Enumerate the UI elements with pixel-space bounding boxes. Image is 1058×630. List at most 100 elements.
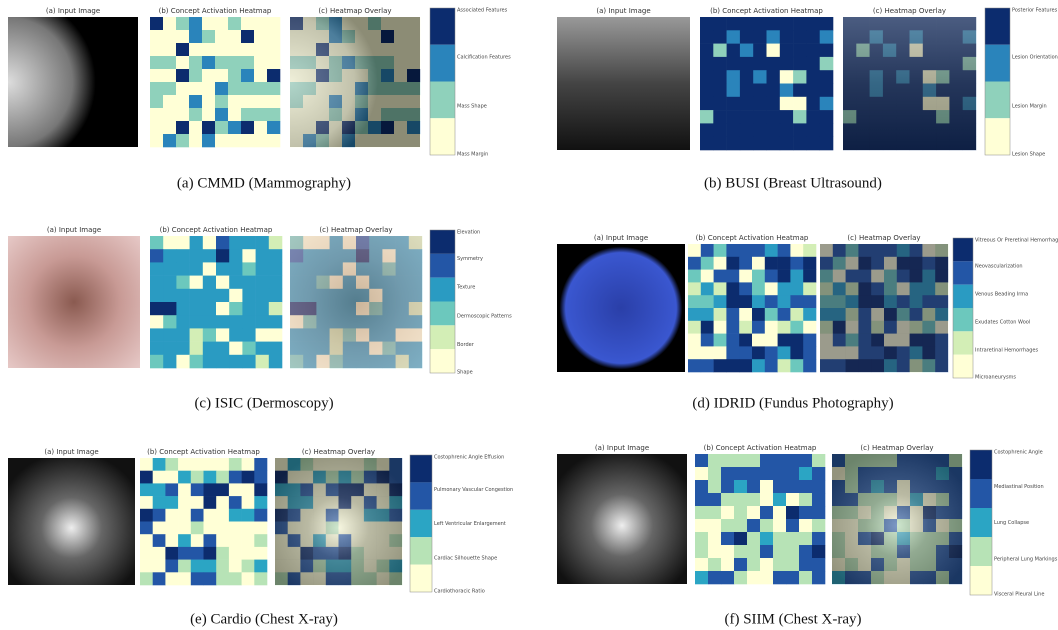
- overlay-cell: [896, 44, 910, 58]
- overlay-cell: [355, 56, 368, 69]
- overlay-cell: [870, 137, 884, 151]
- heatmap-cell: [714, 295, 727, 308]
- overlay-cell: [342, 95, 355, 108]
- colorbar-segment: [410, 565, 432, 592]
- heatmap-cell: [178, 458, 191, 471]
- overlay-cell: [355, 43, 368, 56]
- fundus: [560, 247, 683, 370]
- overlay-cell: [351, 471, 364, 484]
- concept-label: Left Ventricular Enlargement: [434, 521, 506, 527]
- overlay-cell: [870, 84, 884, 98]
- heatmap: [700, 17, 833, 150]
- overlay-cell: [290, 17, 303, 30]
- heatmap-cell: [780, 123, 794, 137]
- heatmap: [150, 17, 280, 147]
- overlay-cell: [303, 82, 316, 95]
- heatmap-cell: [202, 17, 215, 30]
- overlay-cell: [910, 346, 923, 359]
- heatmap-cell: [176, 17, 189, 30]
- heatmap-cell: [765, 321, 778, 334]
- overlay-cell: [963, 44, 977, 58]
- overlay-cell: [858, 321, 871, 334]
- overlay-cell: [290, 328, 304, 342]
- overlay-cell: [409, 289, 423, 303]
- heatmap-cell: [721, 493, 734, 506]
- heatmap-cell: [269, 302, 283, 316]
- overlay-cell: [871, 467, 884, 480]
- heatmap-cell: [163, 289, 177, 303]
- heatmap-cell: [790, 270, 803, 283]
- heatmap-cell: [765, 282, 778, 295]
- heatmap-cell: [780, 17, 794, 31]
- heatmap-cell: [767, 84, 781, 98]
- heatmap-cell: [708, 558, 721, 571]
- heatmap-cell: [191, 496, 204, 509]
- heatmap-cell: [153, 522, 166, 535]
- overlay-cell: [396, 289, 410, 303]
- heatmap-cell: [229, 471, 242, 484]
- overlay-cell: [871, 571, 884, 584]
- overlay-cell: [409, 355, 423, 369]
- overlay-cell: [820, 334, 833, 347]
- heatmap-cell: [760, 480, 773, 493]
- heatmap-cell: [713, 137, 727, 151]
- overlay-cell: [949, 493, 962, 506]
- overlay-cell: [329, 82, 342, 95]
- heatmap-cell: [765, 334, 778, 347]
- overlay-cell: [963, 123, 977, 137]
- overlay-cell: [288, 471, 301, 484]
- overlay-cell: [351, 496, 364, 509]
- heatmap-cell: [773, 480, 786, 493]
- heatmap-cell: [773, 493, 786, 506]
- heatmap-cell: [228, 134, 241, 147]
- heatmap-cell: [216, 355, 230, 369]
- heatmap-cell: [688, 282, 701, 295]
- heatmap-cell: [228, 95, 241, 108]
- overlay-cell: [884, 506, 897, 519]
- overlay-cell: [897, 346, 910, 359]
- heatmap-cell: [701, 321, 714, 334]
- overlay-cell: [364, 458, 377, 471]
- heatmap-cell: [714, 359, 727, 372]
- overlay-cell: [369, 289, 383, 303]
- heatmap-cell: [790, 295, 803, 308]
- overlay-cell: [846, 321, 859, 334]
- concept-label: Mass Margin: [457, 152, 488, 158]
- heatmap-cell: [701, 346, 714, 359]
- heatmap-cell: [701, 334, 714, 347]
- heatmap-cell: [267, 108, 280, 121]
- overlay-cell: [369, 249, 383, 263]
- heatmap-cell: [242, 236, 256, 250]
- heatmap-cell: [790, 257, 803, 270]
- overlay-cell: [326, 471, 339, 484]
- heatmap-cell: [713, 110, 727, 124]
- heatmap-cell: [799, 493, 812, 506]
- overlay-cell: [369, 276, 383, 290]
- overlay-cell: [330, 315, 344, 329]
- overlay-cell: [833, 346, 846, 359]
- overlay-cell: [369, 315, 383, 329]
- heatmap-cell: [228, 69, 241, 82]
- overlay-cell: [313, 522, 326, 535]
- heatmap-cell: [229, 496, 242, 509]
- overlay-cell: [936, 454, 949, 467]
- overlay-cell: [300, 458, 313, 471]
- overlay-cell: [858, 334, 871, 347]
- overlay-cell: [389, 496, 402, 509]
- heatmap-cell: [190, 249, 204, 263]
- overlay-cell: [368, 95, 381, 108]
- heatmap-cell: [242, 509, 255, 522]
- overlay-cell: [845, 545, 858, 558]
- overlay-cell: [845, 480, 858, 493]
- heatmap-cell: [753, 84, 767, 98]
- heatmap-cell: [215, 121, 228, 134]
- overlay-cell: [275, 560, 288, 573]
- overlay-cell: [884, 480, 897, 493]
- heatmap-cell: [765, 359, 778, 372]
- heatmap-cell: [708, 454, 721, 467]
- heatmap-cell: [203, 289, 217, 303]
- heatmap-cell: [747, 480, 760, 493]
- heatmap-cell: [254, 496, 267, 509]
- heatmap-cell: [739, 257, 752, 270]
- overlay-cell: [290, 95, 303, 108]
